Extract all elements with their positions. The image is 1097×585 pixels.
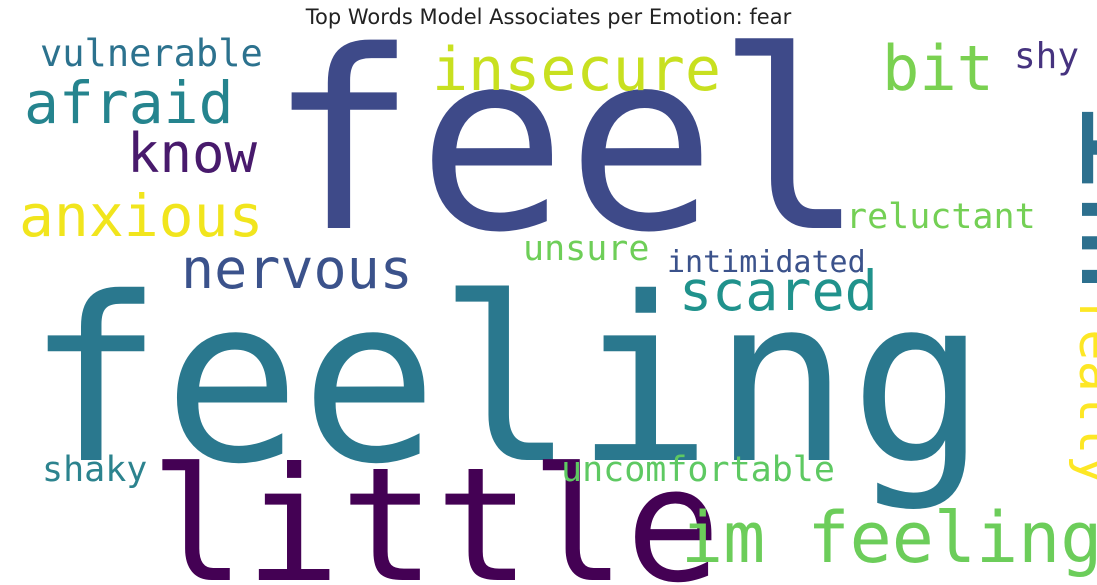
word-nervous: nervous [181,237,413,301]
word-really: really [1067,298,1097,486]
word-unsure: unsure [523,229,649,269]
word-little: little [150,434,721,585]
word-uncomfortable: uncomfortable [561,450,835,490]
word-im: im [1044,98,1097,291]
word-feel: feel [268,0,865,287]
word-intimidated: intimidated [667,245,866,280]
word-im-feeling: im feeling [681,497,1097,579]
word-vulnerable: vulnerable [40,32,263,75]
word-shy: shy [1014,36,1079,77]
word-insecure: insecure [432,35,721,105]
word-feeling: feeling [26,248,987,514]
word-afraid: afraid [24,69,234,137]
word-bit: bit [882,32,994,105]
word-reluctant: reluctant [846,197,1036,237]
word-shaky: shaky [42,450,147,490]
word-know: know [127,122,258,185]
word-scared: scared [679,259,878,323]
page-title: Top Words Model Associates per Emotion: … [305,5,792,29]
word-anxious: anxious [19,182,263,250]
